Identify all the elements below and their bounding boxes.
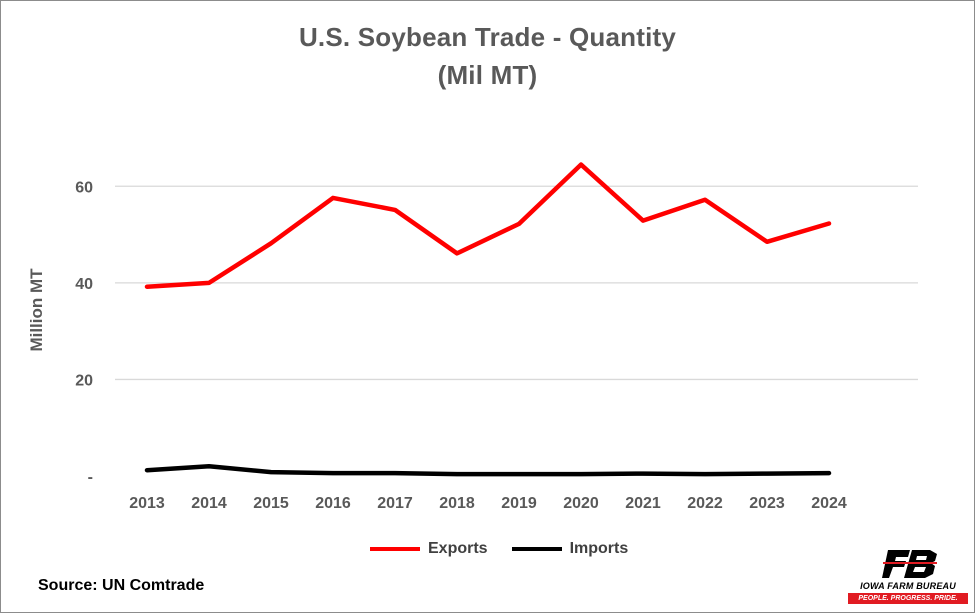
y-axis-ticks: - 20 40 60 [75, 179, 93, 486]
legend-swatch-imports [511, 547, 562, 551]
iowa-farm-bureau-logo: IOWA FARM BUREAU PEOPLE. PROGRESS. PRIDE… [846, 548, 970, 606]
legend-label-imports: Imports [569, 540, 629, 557]
gridlines [115, 185, 918, 381]
series-line-exports [144, 162, 832, 289]
y-tick-label: 20 [75, 372, 93, 389]
y-tick-label: - [88, 469, 93, 486]
x-tick-label: 2024 [811, 495, 847, 512]
legend-label-exports: Exports [428, 540, 488, 557]
fb-logo-icon [882, 550, 937, 578]
x-tick-label: 2014 [191, 495, 227, 512]
x-tick-label: 2016 [315, 495, 351, 512]
x-tick-label: 2023 [749, 495, 785, 512]
x-tick-label: 2021 [625, 495, 661, 512]
series-line-imports [144, 464, 832, 477]
x-axis-ticks: 2013 2014 2015 2016 2017 2018 2019 2020 2021 2022… [129, 495, 847, 512]
x-tick-label: 2018 [439, 495, 475, 512]
y-tick-label: 60 [75, 179, 93, 196]
series-lines [144, 162, 832, 477]
legend-item-exports: Exports [370, 540, 488, 558]
y-tick-label: 40 [75, 276, 93, 293]
logo-name: IOWA FARM BUREAU [860, 581, 956, 591]
x-tick-label: 2022 [687, 495, 723, 512]
x-tick-label: 2013 [129, 495, 165, 512]
legend-swatch-exports [370, 547, 420, 551]
x-tick-label: 2017 [377, 495, 413, 512]
chart-title: U.S. Soybean Trade - Quantity [298, 22, 677, 52]
logo-tagline: PEOPLE. PROGRESS. PRIDE. [848, 593, 968, 604]
source-note: Source: UN Comtrade [38, 577, 205, 594]
x-tick-label: 2019 [501, 495, 537, 512]
x-tick-label: 2015 [253, 495, 289, 512]
legend-item-imports: Imports [511, 540, 629, 558]
legend: Exports Imports [370, 540, 652, 558]
chart-subtitle: (Mil MT) [437, 60, 538, 90]
x-tick-label: 2020 [563, 495, 599, 512]
y-axis-label: Million MT [27, 268, 46, 352]
